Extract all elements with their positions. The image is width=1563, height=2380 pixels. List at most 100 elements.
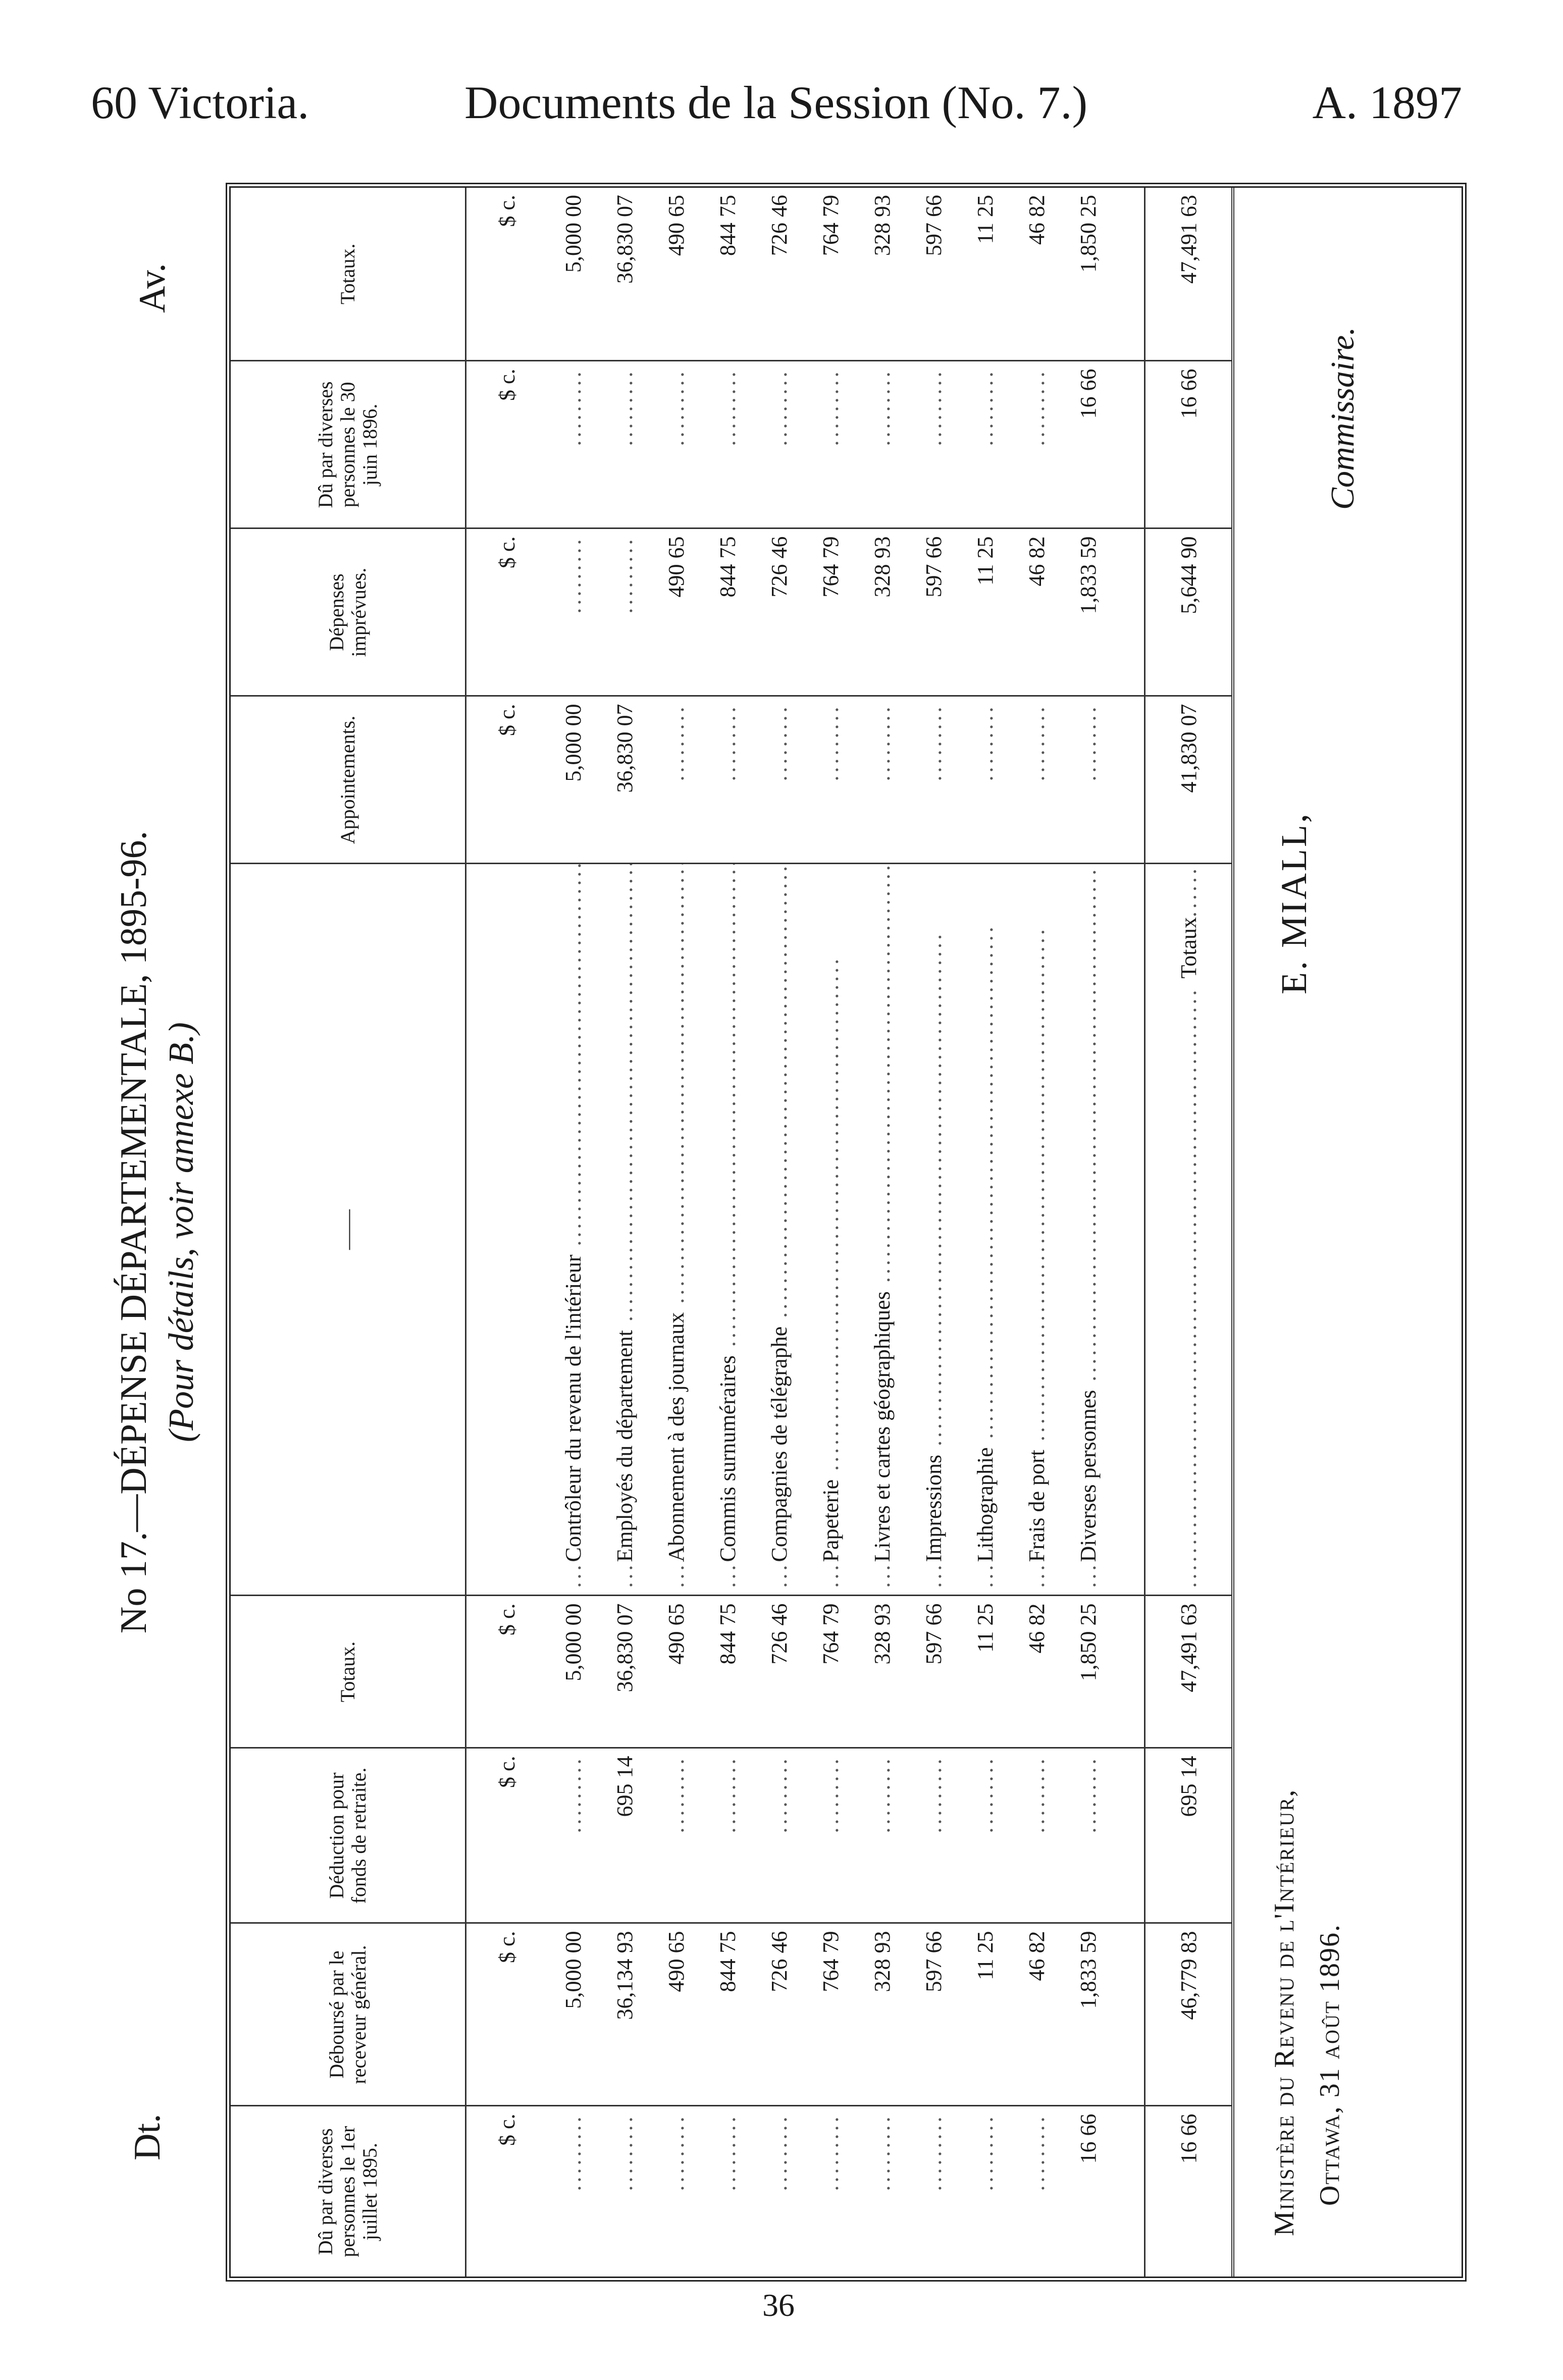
amount-cell: 844 75 [702,1596,753,1748]
total-amount: 47,491 63 [1144,1596,1233,1748]
column-header: Déboursé par le receveur général. [231,1923,466,2106]
unit-label: $ c. [494,2113,519,2146]
empty-cell: ......... [702,361,753,528]
row-description: ...Lithographie ........................… [959,864,1011,1596]
row-label: Employés du département [612,1330,637,1562]
amount-cell: 490 65 [650,1923,702,2106]
amount-cell: 5,000 00 [547,188,599,361]
amount-cell: 764 79 [805,1923,856,2106]
unit-row: $ c. $ c. $ c. $ c. $ c. $ c. $ c. $ c. [465,188,547,2277]
row-description: ...Papeterie ...........................… [805,864,856,1596]
amount-cell: 11 25 [959,528,1011,696]
amount-cell: 46 82 [1011,528,1062,696]
amount-cell: 726 46 [753,1596,805,1748]
column-header: Dû par diverses personnes le 30 juin 189… [231,361,466,528]
amount-cell: 844 75 [702,528,753,696]
empty-cell: ......... [753,361,805,528]
amount-cell: 11 25 [959,1596,1011,1748]
amount-cell: 844 75 [702,1923,753,2106]
row-label: Contrôleur du revenu de l'intérieur [560,1254,586,1562]
dot-leader: ........................................… [715,864,740,1356]
row-label: Compagnies de télégraphe [766,1326,792,1562]
spacer-cell [1114,1923,1145,2106]
total-amount: 695 14 [1144,1748,1233,1923]
table-row: ......... 46 82......... 46 82 ...Frais de … [1011,188,1062,2277]
debit-label: Dt. [127,2113,168,2161]
row-label: Abonnement à des journaux [663,1312,689,1562]
spacer-cell [1114,188,1145,361]
total-amount: 41,830 07 [1144,696,1233,864]
empty-cell: ......... [908,696,959,864]
column-header: —— [231,864,466,1596]
dot-leader: ........................................… [972,924,998,1448]
table-row: ......... 328 93......... 328 93 ...Livres … [856,188,908,2277]
empty-cell: ......... [650,1748,702,1923]
row-label: Impressions [921,1454,946,1562]
row-description: ...Diverses personnes ..................… [1062,864,1114,1596]
dot-leader: ........................................… [921,931,946,1455]
empty-cell: ......... [805,361,856,528]
table-row: ......... 36,134 93 695 14 36,830 07 ...Empl… [599,188,650,2277]
amount-cell: 1,850 25 [1062,1596,1114,1748]
empty-cell: ......... [869,2113,895,2191]
empty-cell: ......... [818,2113,843,2191]
row-label: Frais de port [1024,1450,1049,1562]
empty-cell: ......... [921,2113,946,2191]
signatory-name: E. MIALL, [1274,812,1314,994]
empty-cell: ......... [959,1748,1011,1923]
credit-label: Av. [132,263,173,313]
dot-leader: ... [612,1562,637,1588]
row-label: Commis surnuméraires [715,1355,740,1562]
row-description: ...Commis surnuméraires ................… [702,864,753,1596]
dot-leader: ........................................… [612,864,637,1331]
amount-cell: 695 14 [599,1748,650,1923]
header-row: Dû par diverses personnes le 1er juillet… [231,188,466,2277]
table-row: 16 66 1,833 59......... 1,850 25 ...Diverse… [1062,188,1114,2277]
empty-cell: ......... [753,696,805,864]
amount-cell: 490 65 [650,528,702,696]
spacer-cell [1114,2106,1145,2277]
empty-cell: ......... [959,696,1011,864]
dot-leader: .................... [1176,864,1201,917]
row-description: ...Contrôleur du revenu de l'intérieur .… [547,864,599,1596]
unit-label: $ c. [465,528,547,696]
expense-table: Dû par diverses personnes le 1er juillet… [231,188,1234,2277]
amount-cell: 490 65 [650,1596,702,1748]
amount-cell: 46 82 [1011,1923,1062,2106]
running-header-right: A. 1897 [1312,77,1462,128]
unit-label: $ c. [465,1748,547,1923]
table-row: ......... 764 79......... 764 79 ...Papeter… [805,188,856,2277]
page-subtitle: (Pour détails, voir annexe B.) [162,1022,201,1443]
empty-cell: ......... [612,2113,637,2191]
running-header-title: Documents de la Session (No. 7.) [464,77,1088,128]
amount-cell: 1,833 59 [1062,1923,1114,2106]
empty-cell: ......... [547,361,599,528]
dot-leader: ... [972,1562,998,1588]
empty-cell: ......... [599,361,650,528]
empty-cell: ......... [663,2113,689,2191]
empty-cell: ......... [805,1748,856,1923]
totals-row: 16 66 46,779 83 695 14 47,491 63...........… [1144,188,1233,2277]
empty-cell: ......... [1062,1748,1114,1923]
amount-cell: 764 79 [805,1596,856,1748]
unit-label: $ c. [465,361,547,528]
totals-label-cell: ........................................… [1144,864,1233,1596]
dot-leader: ........................................… [869,864,895,1292]
empty-cell: ......... [547,1748,599,1923]
amount-cell: 1,850 25 [1062,188,1114,361]
amount-cell: 36,830 07 [599,696,650,864]
running-header-left: 60 Victoria. [91,77,309,128]
amount-cell: 726 46 [753,1923,805,2106]
dot-leader: ........................................… [1176,978,1201,1588]
empty-cell: ......... [1011,1748,1062,1923]
empty-cell: ......... [560,2113,586,2191]
empty-cell: ......... [972,2113,998,2191]
row-label: Papeterie [818,1479,843,1562]
empty-cell: ......... [908,1748,959,1923]
spacer-cell [1114,696,1145,864]
amount-cell: 597 66 [908,528,959,696]
place-date: Ottawa, 31 août 1896. [1314,1924,1345,2206]
total-amount: 5,644 90 [1144,528,1233,696]
empty-cell: ......... [702,1748,753,1923]
row-description: ...Frais de port .......................… [1011,864,1062,1596]
